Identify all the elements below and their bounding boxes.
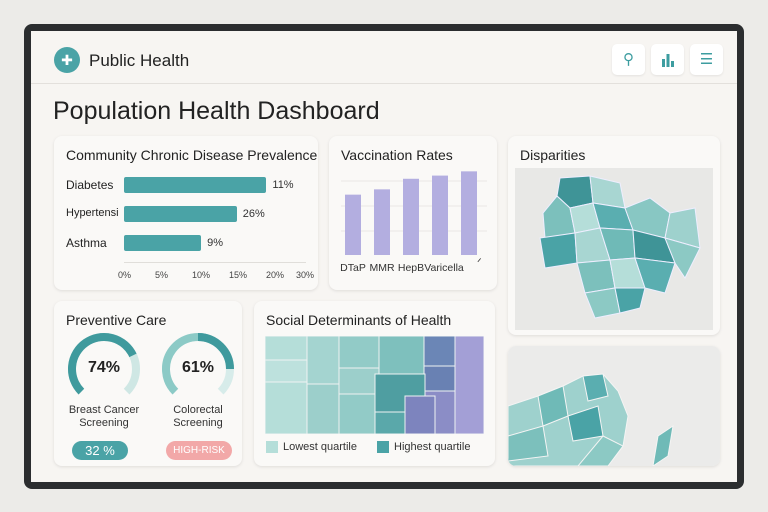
bar[interactable] xyxy=(124,235,202,251)
legend-low-label: Lowest quartile xyxy=(283,441,357,453)
x-tick-label: HepB xyxy=(398,262,424,274)
x-tick-label: 10% xyxy=(192,270,211,280)
map-pin-icon[interactable]: ⚲ xyxy=(612,44,645,75)
legend-swatch-high xyxy=(377,441,389,453)
vaccination-bar[interactable] xyxy=(432,175,448,255)
percentage-badge: 32 % xyxy=(72,441,128,460)
gauge-label-line2: Screening xyxy=(79,417,129,429)
vaccination-bar[interactable] xyxy=(461,171,477,255)
brand-name: Public Health xyxy=(89,51,190,70)
gauge-fill xyxy=(68,333,137,395)
preventive-care-card: Preventive Care 74% Breast Cancer Screen… xyxy=(54,301,242,466)
social-determinants-card: Social Determinants of Health Lowest qua… xyxy=(254,301,495,466)
menu-icon[interactable]: ☰ xyxy=(690,44,723,75)
gauge xyxy=(162,333,234,395)
gauge-label-line2: Screening xyxy=(173,417,223,429)
social-determinants-treemap[interactable] xyxy=(265,336,484,434)
x-tick-label: 0% xyxy=(118,270,132,280)
bar-value-label: 26% xyxy=(242,208,265,220)
vaccination-bar[interactable] xyxy=(403,178,419,255)
x-tick-label: 15% xyxy=(229,270,248,280)
medical-cross-logo-icon: ✚ xyxy=(54,47,80,73)
top-header: ✚ Public Health ⚲ ☰ xyxy=(31,31,737,84)
gauge-label-line1: Colorectal xyxy=(173,404,223,416)
gauge-value: 74% xyxy=(87,359,121,376)
chronic-disease-card: Community Chronic Disease Prevalence Dia… xyxy=(54,136,318,290)
bar[interactable] xyxy=(124,206,237,222)
card-title: Disparities xyxy=(520,147,586,163)
x-tick-label: MMR xyxy=(369,262,394,274)
bar[interactable] xyxy=(124,177,267,193)
legend-swatch-low xyxy=(266,441,278,453)
vaccination-card: Vaccination Rates DTaP MMR HepB Varicella ᐟ xyxy=(329,136,497,290)
x-tick-label: DTaP xyxy=(340,262,366,274)
gauge-label-line1: Breast Cancer xyxy=(68,404,140,416)
x-tick-label: 5% xyxy=(155,270,169,280)
disparities-card: Disparities xyxy=(508,136,720,335)
card-title: Social Determinants of Health xyxy=(266,312,452,328)
gauge-value: 61% xyxy=(181,359,215,376)
bar-value-label: 11% xyxy=(272,179,294,191)
bar-value-label: 9% xyxy=(207,237,224,249)
bar-chart-icon[interactable] xyxy=(651,44,684,75)
card-title: Preventive Care xyxy=(66,312,167,328)
disparities-choropleth-map[interactable] xyxy=(515,168,713,330)
vaccination-bar[interactable] xyxy=(374,189,390,255)
card-title: Community Chronic Disease Prevalence xyxy=(66,147,318,163)
legend-high-label: Highest quartile xyxy=(394,441,471,453)
high-risk-badge: HIGH-RISK xyxy=(166,441,232,460)
x-tick-label: 30% xyxy=(296,270,315,280)
page-title: Population Health Dashboard xyxy=(53,97,380,125)
resize-mark: ᐟ xyxy=(477,257,482,269)
regional-map[interactable] xyxy=(508,346,720,466)
x-tick-label: 20% xyxy=(266,270,285,280)
card-title: Vaccination Rates xyxy=(341,147,453,163)
vaccination-chart: DTaP MMR HepB Varicella xyxy=(340,171,487,274)
bar-label: Diabetes xyxy=(66,178,114,192)
vaccination-bar[interactable] xyxy=(345,194,361,255)
x-tick-label: Varicella xyxy=(424,262,464,274)
regional-map-card xyxy=(508,346,720,466)
gauge xyxy=(68,333,140,395)
bar-label: Asthma xyxy=(66,236,107,250)
dashboard-screen: ✚ Public Health ⚲ ☰ Population Health Da… xyxy=(31,31,737,482)
x-axis xyxy=(124,262,306,263)
bar-label: Hypertensi xyxy=(66,207,119,219)
